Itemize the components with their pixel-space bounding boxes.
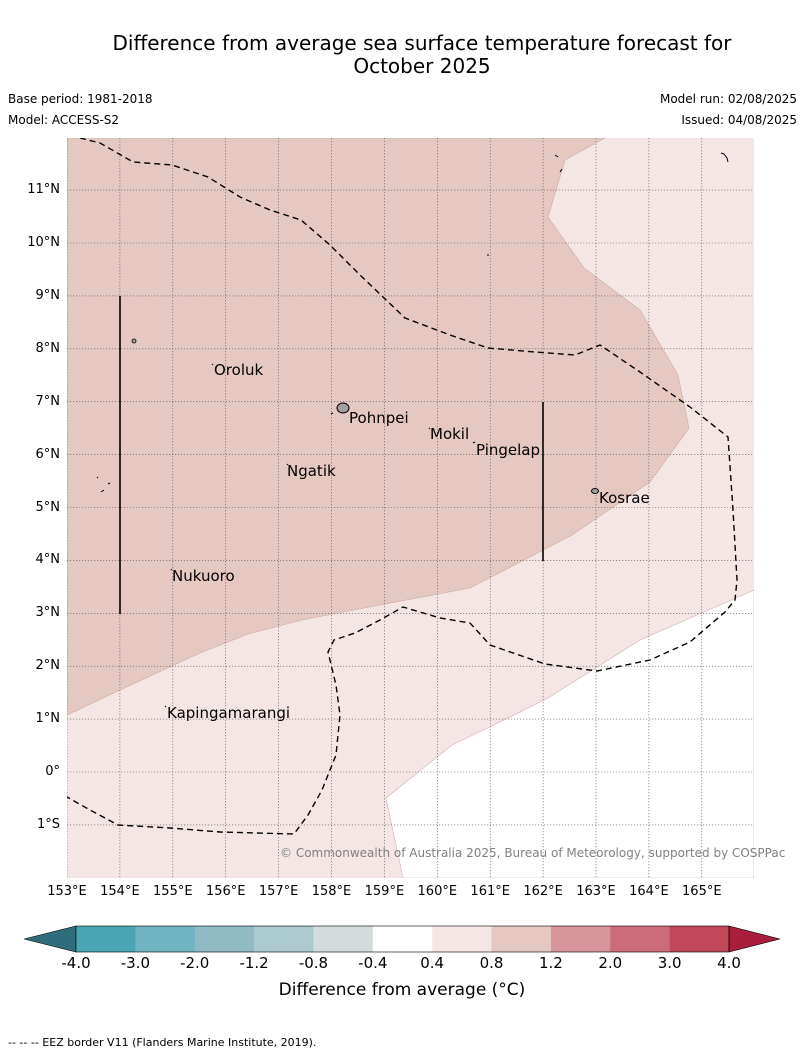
colorbar-tick-label: 0.4 <box>420 954 445 972</box>
latitude-label: 10°N <box>27 235 60 250</box>
anomaly-region-neutral <box>385 589 754 878</box>
longitude-label: 160°E <box>417 884 458 899</box>
longitude-label: 153°E <box>47 884 87 899</box>
place-kosrae: Kosrae <box>599 489 650 507</box>
place-pohnpei: Pohnpei <box>349 409 409 427</box>
place-oroluk: Oroluk <box>214 361 264 379</box>
colorbar-tick-label: 0.8 <box>479 954 504 972</box>
anomaly-region-warm <box>67 138 690 716</box>
colorbar-segment <box>135 926 196 952</box>
colorbar-tick-label: 2.0 <box>598 954 623 972</box>
latitude-label: 5°N <box>35 499 61 515</box>
longitude-label: 165°E <box>682 884 722 899</box>
small-atolls-north <box>554 154 563 173</box>
longitude-label: 159°E <box>364 884 405 899</box>
ant-atoll <box>330 412 334 415</box>
colorbar-segment <box>491 926 552 952</box>
kosrae-island <box>591 488 599 494</box>
longitude-label: 162°E <box>523 884 563 899</box>
colorbar-tick-label: -0.4 <box>358 954 388 972</box>
colorbar-segment <box>313 926 374 952</box>
model-name: Model: ACCESS-S2 <box>8 113 120 127</box>
atoll-island <box>131 338 137 344</box>
place-kapingamarangi: Kapingamarangi <box>167 704 291 722</box>
latitude-label: 3°N <box>35 605 61 621</box>
colorbar-tick-label: 3.0 <box>657 954 682 972</box>
longitude-label: 164°E <box>629 884 669 899</box>
colorbar-tick-label: 4.0 <box>717 954 741 972</box>
longitude-label: 157°E <box>258 884 299 899</box>
longitude-label: 163°E <box>576 884 616 899</box>
place-nukuoro: Nukuoro <box>172 567 235 585</box>
colorbar-tick-label: -4.0 <box>61 954 91 972</box>
colorbar-segment <box>550 926 611 952</box>
colorbar-extend-low <box>23 925 77 953</box>
place-markers <box>164 363 476 708</box>
model-run: Model run: 02/08/2025 <box>659 92 797 106</box>
colorbar-segment <box>76 926 136 952</box>
longitude-label: 155°E <box>153 884 193 899</box>
colorbar-label: Difference from average (°C) <box>278 980 526 1000</box>
latitude-label: 1°S <box>36 816 60 832</box>
colorbar-segment <box>432 926 492 952</box>
latitude-label: 6°N <box>35 446 61 462</box>
longitude-label: 156°E <box>205 884 246 899</box>
base-period: Base period: 1981-2018 <box>8 92 153 106</box>
longitude-label: 161°E <box>470 884 510 899</box>
eez-border <box>67 138 738 835</box>
latitude-label: 4°N <box>35 552 61 568</box>
latitude-label: 0° <box>45 764 60 779</box>
latitude-label: 8°N <box>35 340 61 356</box>
longitude-label: 158°E <box>311 884 352 899</box>
gridlines <box>67 138 754 878</box>
issued-date: Issued: 04/08/2025 <box>681 113 797 127</box>
pohnpei-island <box>336 402 350 414</box>
eez-footnote: -- -- -- EEZ border V11 (Flanders Marine… <box>8 1036 317 1049</box>
map-title: Difference from average sea surface temp… <box>40 32 804 78</box>
title-line-2: October 2025 <box>353 54 491 78</box>
latitude-label: 7°N <box>35 393 61 409</box>
colorbar-segment <box>610 926 670 952</box>
colorbar-tick-label: -0.8 <box>298 954 329 972</box>
colorbar-segment <box>194 926 255 952</box>
colorbar <box>23 925 781 953</box>
colorbar-segment <box>254 926 314 952</box>
colorbar-segment <box>372 926 433 952</box>
copyright-notice: © Commonwealth of Australia 2025, Bureau… <box>280 846 786 860</box>
latitude-label: 9°N <box>35 287 61 303</box>
colorbar-outline <box>75 925 730 953</box>
small-atolls-northeast <box>720 152 729 163</box>
colorbar-extend-high <box>728 925 781 953</box>
place-pingelap: Pingelap <box>476 441 541 459</box>
colorbar-tick-label: -1.2 <box>239 954 269 972</box>
title-line-1: Difference from average sea surface temp… <box>112 31 732 55</box>
latitude-label: 11°N <box>27 182 60 198</box>
colorbar-tick-label: -3.0 <box>120 954 150 972</box>
longitude-label: 154°E <box>100 884 140 899</box>
colorbar-tick-label: -2.0 <box>180 954 210 972</box>
colorbar-tick-label: 1.2 <box>538 954 563 972</box>
latitude-label: 1°N <box>35 711 61 727</box>
latitude-label: 2°N <box>35 658 61 674</box>
colorbar-segment <box>669 926 730 952</box>
small-atolls-west <box>96 476 111 493</box>
place-mokil: Mokil <box>430 425 470 443</box>
place-ngatik: Ngatik <box>287 462 336 480</box>
